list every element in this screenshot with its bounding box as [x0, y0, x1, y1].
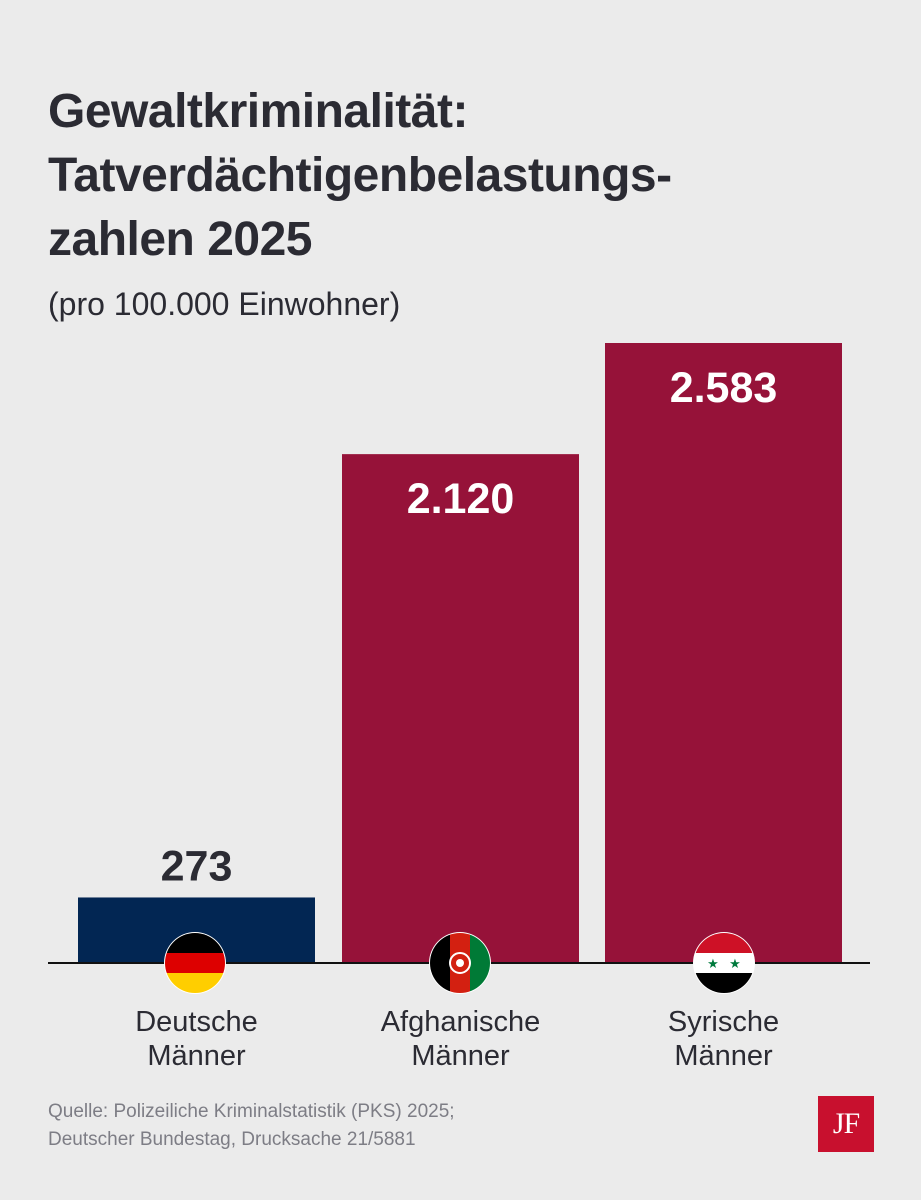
category-label: Männer — [147, 1040, 246, 1072]
chart-title-line: Gewaltkriminalität: — [48, 85, 468, 138]
bar — [605, 343, 842, 963]
bar — [342, 454, 579, 963]
chart-subtitle: (pro 100.000 Einwohner) — [48, 286, 401, 322]
bar-chart: ★ ★ 273DeutscheMänner2.120AfghanischeMän… — [48, 343, 870, 1072]
source-line: Quelle: Polizeiliche Kriminalstatistik (… — [48, 1101, 455, 1122]
source-note: Quelle: Polizeiliche Kriminalstatistik (… — [48, 1098, 455, 1154]
bar-value-label: 273 — [161, 842, 233, 890]
category-label: Deutsche — [135, 1006, 258, 1038]
jf-logo: JF — [818, 1096, 874, 1152]
syria-flag-icon: ★ ★ — [693, 932, 755, 994]
germany-flag-icon — [164, 932, 226, 994]
bar-value-label: 2.120 — [407, 475, 515, 523]
source-line: Deutscher Bundestag, Drucksache 21/5881 — [48, 1129, 416, 1150]
svg-text:★: ★ — [707, 957, 719, 972]
chart-title-line: Tatverdächtigenbelastungs- — [48, 149, 672, 202]
afghanistan-flag-icon — [429, 932, 491, 994]
bar-value-label: 2.583 — [670, 364, 778, 412]
chart-title-line: zahlen 2025 — [48, 213, 312, 266]
category-label: Afghanische — [381, 1006, 541, 1038]
category-label: Männer — [674, 1040, 773, 1072]
chart-title: Gewaltkriminalität: Tatverdächtigenbelas… — [48, 80, 888, 272]
category-label: Syrische — [668, 1006, 779, 1038]
svg-text:★: ★ — [729, 957, 741, 972]
category-label: Männer — [411, 1040, 510, 1072]
